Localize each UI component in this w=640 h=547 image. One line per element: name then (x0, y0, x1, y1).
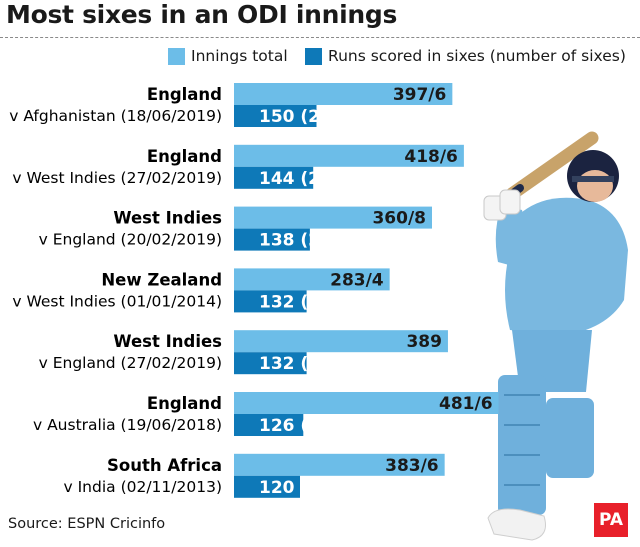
match-label: v West Indies (27/02/2019) (12, 169, 222, 187)
team-label: West Indies (113, 209, 222, 228)
match-label: v Australia (19/06/2018) (33, 416, 222, 434)
source-note: Source: ESPN Cricinfo (8, 516, 166, 532)
runs-in-sixes-bar (234, 352, 307, 375)
innings-total-bar (234, 144, 464, 167)
batsman-illustration (483, 131, 628, 541)
team-label: England (147, 394, 222, 413)
legend-swatch-runs-in-sixes (305, 47, 322, 65)
team-label: England (147, 147, 222, 166)
innings-total-bar (234, 392, 499, 414)
innings-total-label: 389 (406, 332, 442, 352)
runs-in-sixes-bar (234, 290, 307, 313)
chart-row: 383/6 120 (20) South Africa v India (02/11/… (64, 453, 445, 498)
match-label: v India (02/11/2013) (64, 478, 223, 496)
innings-total-label: 418/6 (404, 147, 458, 167)
match-label: v England (27/02/2019) (39, 354, 222, 372)
chart-row: 418/6 144 (24) England v West Indies (27/02… (12, 144, 464, 189)
team-label: South Africa (107, 456, 222, 475)
runs-in-sixes-label: 132 (22) (259, 354, 340, 374)
legend-swatch-innings-total (168, 47, 185, 65)
legend-item-runs-in-sixes: Runs scored in sixes (number of sixes) (305, 46, 626, 66)
title-divider (0, 37, 640, 38)
innings-total-label: 481/6 (439, 394, 493, 414)
innings-total-label: 397/6 (393, 85, 447, 105)
runs-in-sixes-label: 138 (23) (259, 231, 340, 251)
innings-total-label: 283/4 (330, 270, 384, 290)
innings-total-bar (234, 330, 448, 353)
chart-row: 360/8 138 (23) West Indies v England (20/02… (39, 206, 432, 251)
runs-in-sixes-label: 150 (25) (259, 107, 340, 127)
match-label: v West Indies (01/01/2014) (12, 292, 222, 310)
pa-logo: PA (594, 503, 628, 537)
chart-row: 481/6 126 (21) England v Australia (19/06/2… (33, 392, 499, 436)
innings-total-bar (234, 453, 445, 476)
runs-in-sixes-label: 144 (24) (259, 169, 340, 189)
innings-total-bar (234, 268, 390, 291)
innings-total-bar (234, 83, 453, 105)
runs-in-sixes-bar (234, 166, 314, 189)
innings-total-label: 383/6 (385, 456, 439, 476)
legend-item-innings-total: Innings total (168, 46, 288, 66)
innings-total-label: 360/8 (372, 209, 426, 229)
team-label: West Indies (113, 332, 222, 351)
legend-label-innings-total: Innings total (191, 47, 288, 65)
runs-in-sixes-bar (234, 228, 310, 251)
runs-in-sixes-bar (234, 414, 304, 436)
innings-total-bar (234, 206, 432, 229)
legend-label-runs-in-sixes: Runs scored in sixes (number of sixes) (328, 47, 626, 65)
match-label: v Afghanistan (18/06/2019) (9, 107, 222, 125)
match-label: v England (20/02/2019) (39, 231, 222, 249)
chart-row: 389 132 (22) West Indies v England (27/02/2… (39, 330, 448, 375)
chart-row: 397/6 150 (25) England v Afghanistan (18/06… (9, 83, 453, 127)
page-title: Most sixes in an ODI innings (6, 0, 398, 29)
runs-in-sixes-label: 120 (20) (259, 478, 340, 498)
runs-in-sixes-label: 132 (22) (259, 292, 340, 312)
chart-rows: 397/6 150 (25) England v Afghanistan (18/06… (9, 83, 499, 498)
runs-in-sixes-bar (234, 475, 300, 498)
runs-in-sixes-label: 126 (21) (259, 416, 340, 436)
runs-in-sixes-bar (234, 105, 317, 127)
team-label: England (147, 85, 222, 104)
team-label: New Zealand (101, 270, 222, 289)
